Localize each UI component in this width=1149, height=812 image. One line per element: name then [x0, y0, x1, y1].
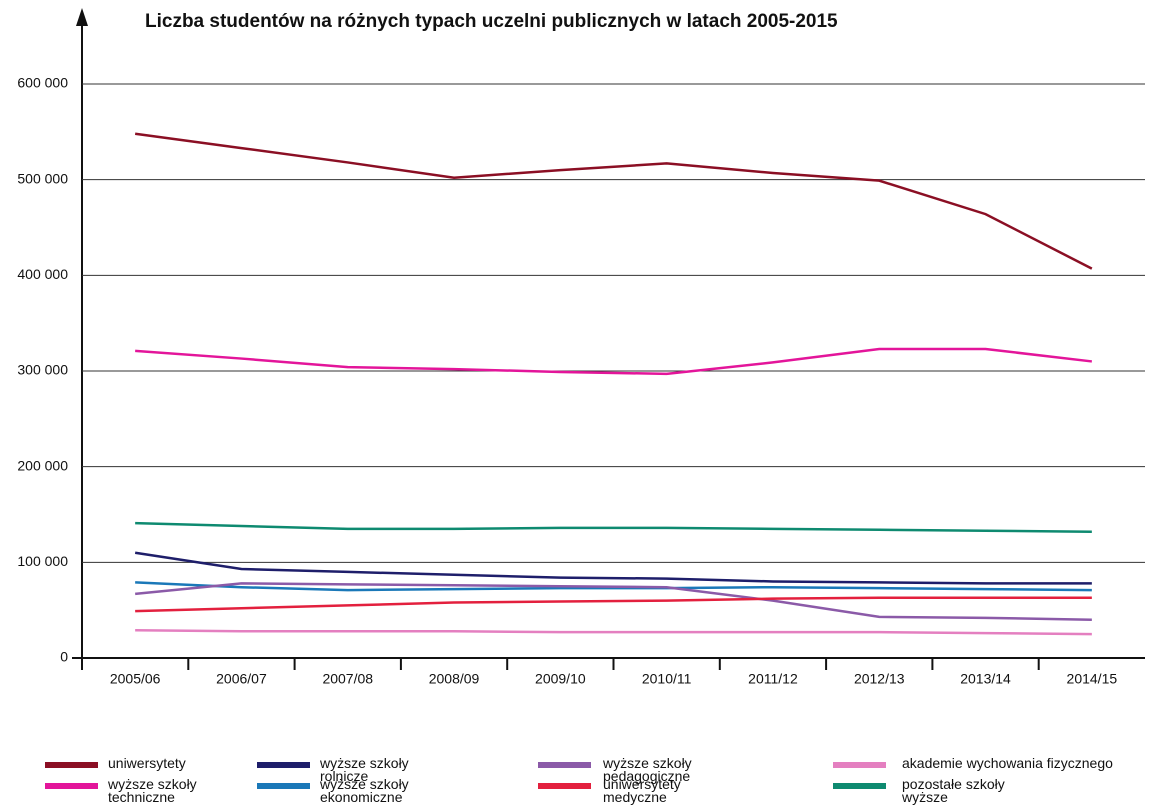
y-tick-label: 100 000	[17, 553, 68, 569]
legend-label: pozostałe szkoły wyższe	[902, 776, 1005, 805]
x-tick-label: 2008/09	[429, 671, 480, 687]
series-line	[135, 581, 1092, 592]
legend-swatch	[538, 783, 591, 789]
x-tick-label: 2009/10	[535, 671, 586, 687]
series-line	[135, 596, 1092, 613]
legend-label: akademie wychowania fizycznego	[902, 755, 1113, 771]
x-tick-label: 2010/11	[642, 671, 692, 687]
legend-swatch	[538, 762, 591, 768]
legend-label: uniwersytety	[108, 755, 186, 771]
y-tick-label: 200 000	[17, 457, 68, 473]
legend-label: wyższe szkoły ekonomiczne	[320, 776, 409, 805]
legend-label: uniwersytety medyczne	[603, 776, 681, 805]
legend-label: wyższe szkoły pedagogiczne	[603, 755, 692, 784]
y-tick-label: 600 000	[17, 75, 68, 91]
y-tick-label: 400 000	[17, 266, 68, 282]
series-line	[135, 521, 1092, 533]
x-tick-label: 2007/08	[322, 671, 373, 687]
series-line	[134, 132, 1093, 270]
series-line	[135, 629, 1092, 636]
series-line	[134, 551, 1092, 585]
x-tick-label: 2014/15	[1067, 671, 1118, 687]
y-tick-label: 0	[60, 649, 68, 665]
x-tick-label: 2011/12	[748, 671, 798, 687]
series-line	[135, 347, 1092, 376]
legend-swatch	[45, 783, 98, 789]
y-tick-label: 500 000	[17, 170, 68, 186]
legend-label: wyższe szkoły rolnicze	[320, 755, 409, 784]
legend-swatch	[45, 762, 98, 768]
x-tick-label: 2012/13	[854, 671, 905, 687]
legend-swatch	[833, 762, 886, 768]
chart-title: Liczba studentów na różnych typach uczel…	[145, 11, 838, 32]
series-line	[135, 582, 1092, 621]
legend-swatch	[833, 783, 886, 789]
legend-swatch	[257, 762, 310, 768]
legend-swatch	[257, 783, 310, 789]
y-axis-arrow	[76, 8, 88, 26]
legend-label: wyższe szkoły techniczne	[108, 776, 197, 805]
x-tick-label: 2013/14	[960, 671, 1011, 687]
y-tick-label: 300 000	[17, 362, 68, 378]
x-tick-label: 2005/06	[110, 671, 161, 687]
x-tick-label: 2006/07	[216, 671, 267, 687]
